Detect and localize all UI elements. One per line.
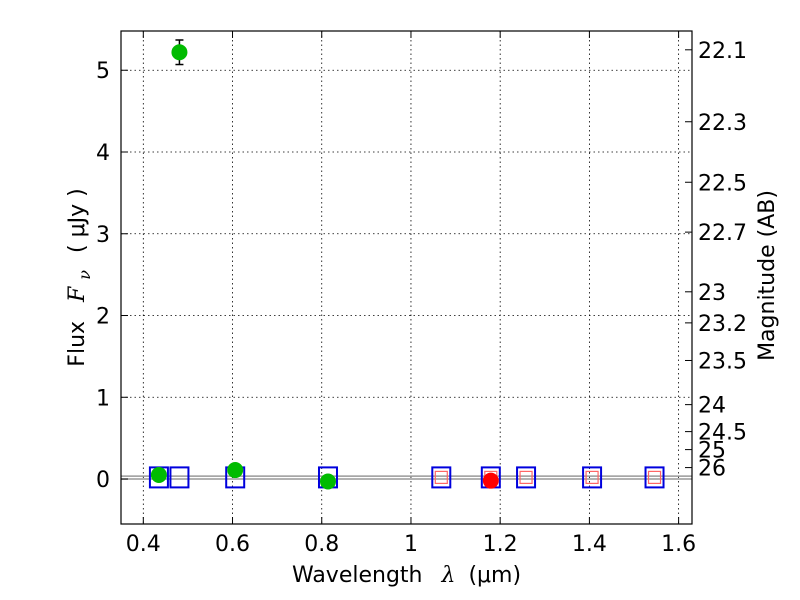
x-tick-label: 1.6	[661, 532, 696, 557]
y-axis-title-subscript: ν	[75, 270, 94, 280]
y2-tick-label: 22.7	[698, 221, 747, 246]
model-square-marker	[516, 466, 537, 489]
y2-tick-label: 23.2	[698, 312, 747, 337]
y2-tick-label: 26	[698, 457, 726, 482]
y-tick-label: 5	[96, 59, 110, 84]
plot-frame	[120, 30, 693, 525]
model-square-marker	[431, 466, 452, 489]
x-tick-label: 1.4	[572, 532, 607, 557]
grid	[121, 31, 692, 524]
model-inner-square-marker	[519, 470, 533, 484]
y-tick-label: 0	[96, 468, 110, 493]
data-marks	[148, 39, 665, 490]
model-square-marker	[169, 466, 190, 489]
flux-point-marker	[227, 462, 244, 479]
tick-labels: 0.4 0.6 0.8 1 1.2 1.4 1.601234522.122.322.522.…	[96, 39, 747, 557]
x-tick-label: 1	[404, 532, 418, 557]
y2-tick-label: 25	[698, 439, 726, 464]
x-tick-label: 1.2	[483, 532, 518, 557]
x-axis-title: Wavelength λ (μm)	[292, 563, 521, 588]
x-tick-label: 0.8	[304, 532, 339, 557]
y-tick-label: 2	[96, 305, 110, 330]
model-square-marker	[644, 466, 665, 489]
flux-point-marker	[171, 44, 188, 61]
y-axis-title-symbol: F	[65, 286, 90, 303]
model-square-marker	[582, 466, 603, 489]
y-tick-label: 3	[96, 223, 110, 248]
y2-tick-label: 23.5	[698, 349, 747, 374]
x-tick-label: 0.4	[126, 532, 161, 557]
x-axis-title-symbol: λ	[440, 563, 455, 588]
y2-tick-label: 22.3	[698, 111, 747, 136]
x-axis-title-unit: (μm)	[468, 563, 521, 588]
y2-tick-label: 22.1	[698, 39, 747, 64]
y-axis-title-text: Flux	[65, 321, 90, 367]
x-axis-title-text: Wavelength	[292, 563, 423, 588]
x-tick-label: 0.6	[215, 532, 250, 557]
y2-tick-label: 23	[698, 281, 726, 306]
flux-point-marker	[482, 472, 499, 489]
y-tick-label: 1	[96, 386, 110, 411]
model-inner-square-marker	[647, 470, 662, 484]
axis-ticks	[121, 31, 692, 524]
y2-tick-label: 22.5	[698, 171, 747, 196]
y2-tick-label: 24.5	[698, 421, 747, 446]
model-inner-square-marker	[434, 470, 448, 484]
reference-lines	[121, 475, 692, 480]
flux-point-marker	[150, 466, 167, 483]
y-axis-title: Flux F ν ( μJy )	[65, 188, 96, 366]
y2-tick-label: 24	[698, 394, 726, 419]
y-axis-title-unit: ( μJy )	[65, 188, 90, 253]
y2-axis-title: Magnitude (AB)	[755, 190, 780, 361]
model-inner-square-marker	[585, 470, 599, 484]
flux-point-marker	[319, 473, 336, 490]
y-tick-label: 4	[96, 141, 110, 166]
